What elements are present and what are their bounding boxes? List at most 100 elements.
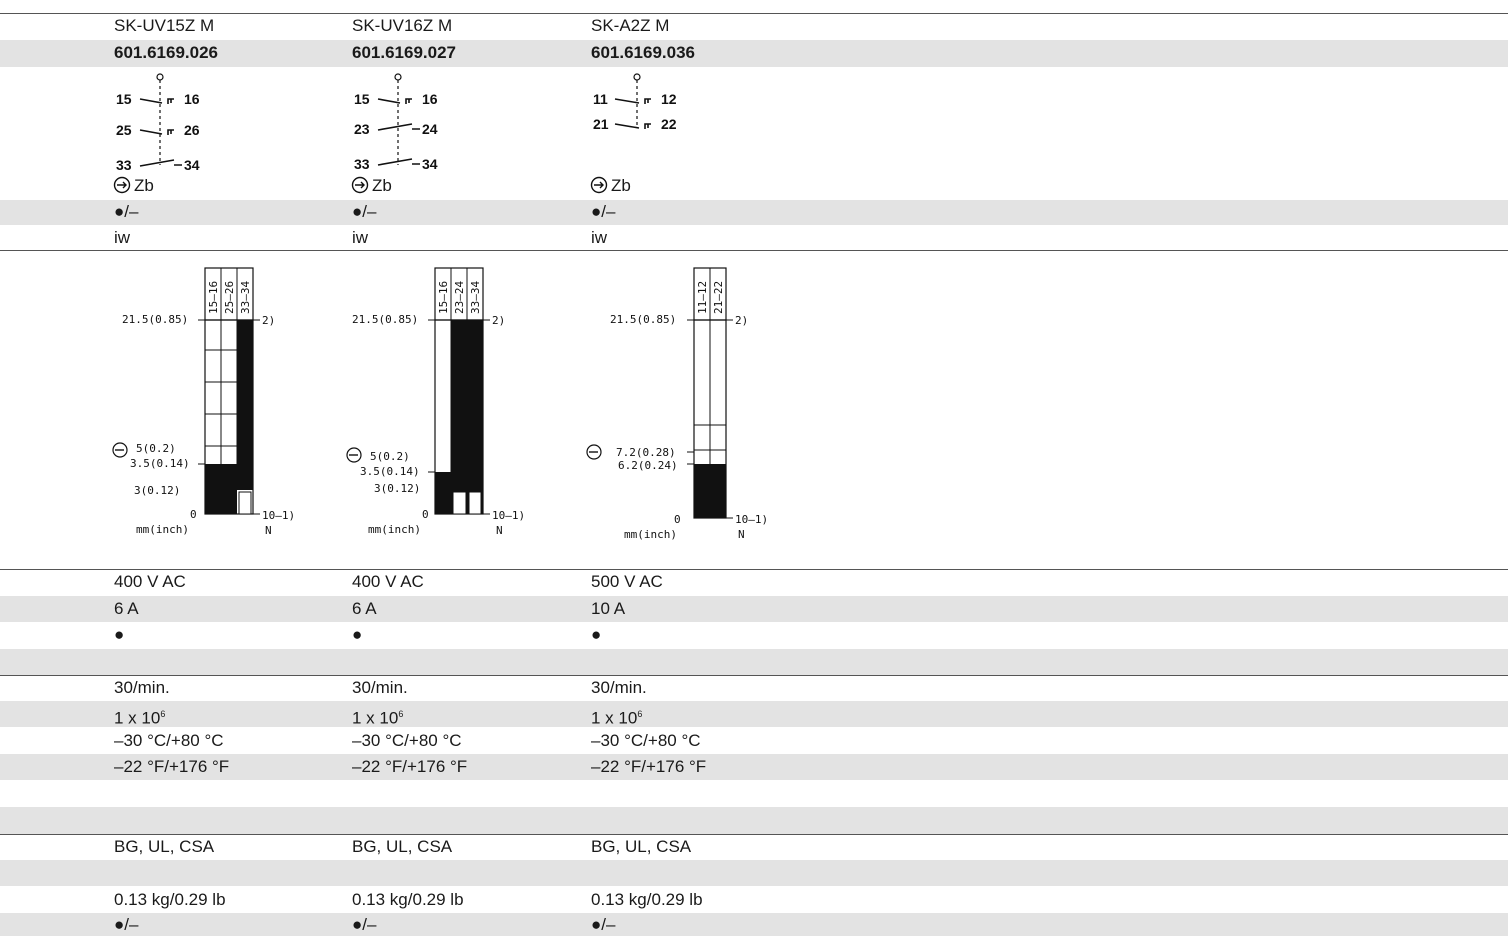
row-band-contact (0, 200, 1508, 225)
terminal-label: 21 (593, 116, 609, 132)
terminal-label: 24 (422, 121, 438, 137)
actuator-point-icon (156, 73, 164, 81)
terminal-label: 25 (116, 122, 132, 138)
contact-header: 21–22 (712, 281, 725, 314)
last-symbol: ●/– (352, 915, 377, 934)
travel-label: mm(inch) (624, 528, 677, 541)
terminal-label: 26 (184, 122, 200, 138)
approval-mark: ● (352, 625, 363, 644)
type-name: SK-UV15Z M (114, 16, 215, 35)
voltage: 500 V AC (591, 572, 663, 591)
terminal-label: 34 (184, 157, 200, 173)
terminal-label: 34 (422, 156, 438, 172)
last-symbol: ●/– (114, 915, 139, 934)
travel-label: mm(inch) (136, 523, 189, 536)
travel-note: 10–1) (262, 509, 295, 522)
life: 1 x 106 (352, 708, 404, 728)
contact-header: 33–34 (239, 281, 252, 314)
contact-closed-region (205, 464, 253, 490)
temp-fahrenheit: –22 °F/+176 °F (114, 757, 230, 776)
current: 6 A (352, 599, 377, 618)
travel-label: 0 (674, 513, 681, 526)
contact-closed-region (451, 320, 483, 490)
weight: 0.13 kg/0.29 lb (352, 890, 464, 909)
wiring-diagram: 11 12 21 22 Zb (590, 73, 677, 195)
travel-unit: N (496, 524, 503, 537)
contact-symbol: ●/– (114, 202, 139, 221)
contact-closed-region (435, 472, 451, 514)
part-number: 601.6169.027 (352, 43, 456, 62)
voltage: 400 V AC (114, 572, 186, 591)
travel-label: mm(inch) (368, 523, 421, 536)
positive-opening-note: Zb (134, 176, 154, 195)
weight: 0.13 kg/0.29 lb (591, 890, 703, 909)
travel-note: 2) (262, 314, 275, 327)
temp-celsius: –30 °C/+80 °C (352, 731, 462, 750)
travel-note: 10–1) (492, 509, 525, 522)
travel-unit: N (738, 528, 745, 541)
contact-closed-region (205, 490, 237, 514)
approvals: BG, UL, CSA (591, 837, 692, 856)
row-band-empty-2 (0, 807, 1508, 834)
temp-fahrenheit: –22 °F/+176 °F (352, 757, 468, 776)
contact-header: 15–16 (437, 281, 450, 314)
frequency: 30/min. (591, 678, 647, 697)
current: 6 A (114, 599, 139, 618)
actuator-point-icon (633, 73, 641, 81)
positive-opening-icon (346, 447, 362, 463)
type-name: SK-A2Z M (591, 16, 670, 35)
housing: iw (114, 228, 131, 247)
travel-note: 2) (735, 314, 748, 327)
positive-opening-note: Zb (372, 176, 392, 195)
travel-label: 0 (422, 508, 429, 521)
terminal-label: 33 (354, 156, 370, 172)
row-band-empty-3 (0, 860, 1508, 886)
travel-note: 10–1) (735, 513, 768, 526)
terminal-label: 22 (661, 116, 677, 132)
contact-symbol: ●/– (591, 202, 616, 221)
travel-label: 7.2(0.28) (616, 446, 676, 459)
contact-symbol: ●/– (352, 202, 377, 221)
approval-mark: ● (591, 625, 602, 644)
section-rule-2 (0, 569, 1508, 570)
housing: iw (352, 228, 369, 247)
last-symbol: ●/– (591, 915, 616, 934)
contact-header: 11–12 (696, 281, 709, 314)
travel-label: 5(0.2) (136, 442, 176, 455)
positive-opening-note: Zb (611, 176, 631, 195)
temp-celsius: –30 °C/+80 °C (591, 731, 701, 750)
approvals: BG, UL, CSA (114, 837, 215, 856)
contact-header: 33–34 (469, 281, 482, 314)
positive-opening-icon (586, 444, 602, 460)
travel-diagram: 11–12 21–22 21.5(0.85) 7.2(0.28) 6.2(0.2… (586, 267, 768, 541)
positive-opening-icon (112, 442, 128, 458)
contact-header: 25–26 (223, 281, 236, 314)
contact-header: 15–16 (207, 281, 220, 314)
temp-celsius: –30 °C/+80 °C (114, 731, 224, 750)
terminal-label: 23 (354, 121, 370, 137)
type-name: SK-UV16Z M (352, 16, 453, 35)
travel-unit: N (265, 524, 272, 537)
row-band-temp-f (0, 754, 1508, 780)
row-band-part-no (0, 40, 1508, 67)
temp-fahrenheit: –22 °F/+176 °F (591, 757, 707, 776)
row-band-life (0, 701, 1508, 727)
positive-opening-icon (590, 176, 608, 194)
frequency: 30/min. (114, 678, 170, 697)
top-rule (0, 13, 1508, 14)
life: 1 x 106 (591, 708, 643, 728)
travel-label: 21.5(0.85) (610, 313, 676, 326)
terminal-label: 16 (184, 91, 200, 107)
row-band-current (0, 596, 1508, 622)
travel-label: 5(0.2) (370, 450, 410, 463)
life: 1 x 106 (114, 708, 166, 728)
actuator-point-icon (394, 73, 402, 81)
travel-note: 2) (492, 314, 505, 327)
terminal-label: 15 (116, 91, 132, 107)
travel-label: 3(0.12) (374, 482, 420, 495)
wiring-diagram: 15 16 23 24 33 34 Zb (351, 73, 438, 195)
terminal-label: 33 (116, 157, 132, 173)
travel-diagram: 15–16 23–24 33–34 21.5(0.85) 5(0.2) 3.5(… (346, 267, 525, 537)
travel-label: 3(0.12) (134, 484, 180, 497)
contact-closed-region (237, 320, 253, 490)
